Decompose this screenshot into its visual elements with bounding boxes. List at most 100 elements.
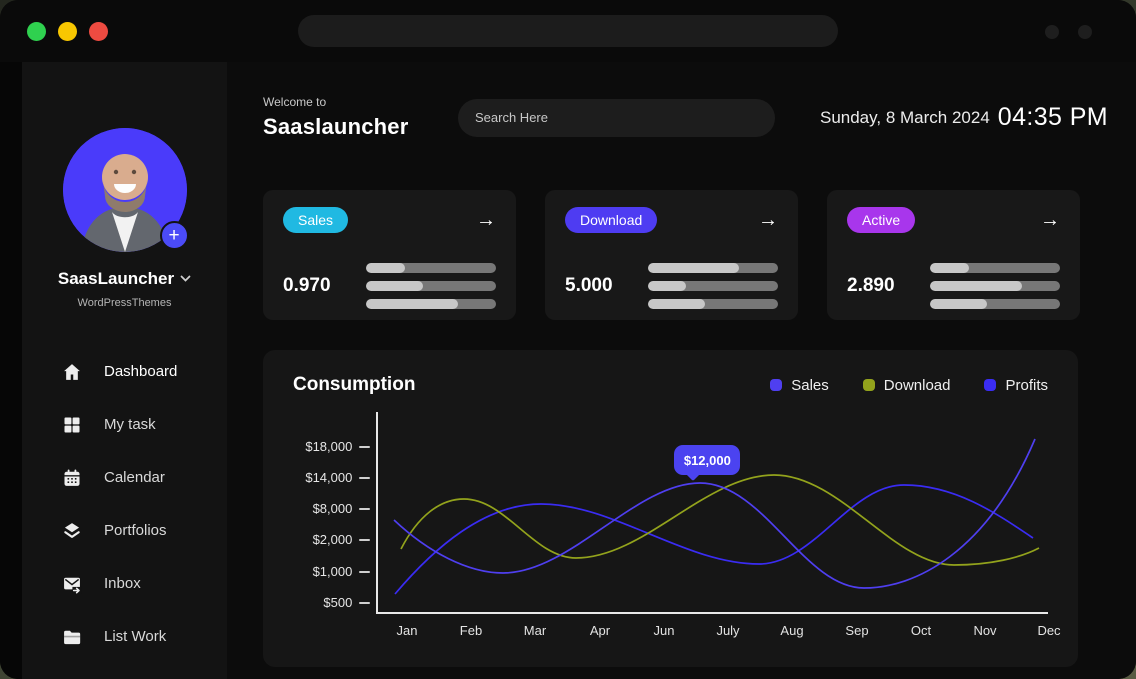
layers-icon xyxy=(62,521,82,541)
active-badge[interactable]: Active xyxy=(847,207,916,233)
window-yellow-button[interactable] xyxy=(58,22,77,41)
search-bar xyxy=(458,98,775,137)
legend-label: Download xyxy=(883,376,951,394)
sidebar-item-dashboard[interactable]: Dashboard xyxy=(22,345,227,398)
folder-icon xyxy=(62,627,82,647)
inbox-icon xyxy=(62,574,82,594)
legend-item-profits[interactable]: Profits xyxy=(984,377,1048,394)
line-chart xyxy=(393,438,1040,595)
y-tick-label: $14,000 xyxy=(305,470,353,485)
home-icon xyxy=(62,362,82,382)
sidebar-item-calendar[interactable]: Calendar xyxy=(22,451,227,504)
plot-area[interactable]: $12,000 xyxy=(376,412,1048,614)
bar-fill xyxy=(930,263,969,273)
add-profile-button[interactable]: + xyxy=(159,221,189,250)
bar-fill xyxy=(366,263,405,273)
sidebar-item-my-task[interactable]: My task xyxy=(22,398,227,451)
stat-value: 2.890 xyxy=(847,275,895,296)
mini-bars xyxy=(930,255,1060,317)
sidebar-item-label: Inbox xyxy=(104,575,141,592)
x-tick-label: Jun xyxy=(653,623,675,638)
chart-legend: Sales Download Profits xyxy=(770,377,1048,394)
arrow-right-icon[interactable]: → xyxy=(758,209,778,231)
legend-label: Profits xyxy=(1005,376,1048,394)
tick-mark xyxy=(359,507,371,510)
profile-subtitle: WordPressThemes xyxy=(77,297,172,309)
x-tick-label: July xyxy=(716,623,740,638)
tick-mark xyxy=(359,445,371,448)
bar-fill xyxy=(648,281,686,291)
sidebar-item-inbox[interactable]: Inbox xyxy=(22,557,227,610)
x-tick-label: Feb xyxy=(459,623,483,638)
stat-card-active: Active → 2.890 xyxy=(827,190,1080,320)
profile-name[interactable]: SaasLauncher xyxy=(57,269,175,288)
avatar[interactable] xyxy=(62,128,187,252)
sidebar: + SaasLauncher WordPressThemes Dashboard xyxy=(22,62,227,679)
grid-icon xyxy=(62,415,82,435)
sidebar-item-label: Dashboard xyxy=(104,363,178,380)
titlebar-actions xyxy=(1045,25,1092,39)
legend-item-download[interactable]: Download xyxy=(862,376,951,394)
legend-label: Sales xyxy=(791,376,829,394)
x-tick-label: Jan xyxy=(396,623,418,638)
stat-value: 0.970 xyxy=(283,275,331,296)
x-tick-label: Dec xyxy=(1037,623,1061,638)
x-axis: Jan Feb Mar Apr Jun July Aug Sep Oct Nov… xyxy=(385,614,1062,640)
main-content: Welcome to Saaslauncher Sunday, 8 March … xyxy=(227,62,1136,679)
download-badge[interactable]: Download xyxy=(565,207,658,233)
titlebar-dot-icon[interactable] xyxy=(1078,25,1092,39)
bar-fill xyxy=(648,299,706,309)
x-tick-label: Nov xyxy=(973,623,997,638)
x-tick-label: Oct xyxy=(910,623,932,638)
stat-value: 5.000 xyxy=(565,275,613,296)
address-bar[interactable] xyxy=(298,15,838,47)
x-tick-label: Apr xyxy=(589,623,611,638)
sidebar-item-label: My task xyxy=(104,416,156,433)
sidebar-item-label: Calendar xyxy=(104,469,165,486)
chevron-down-icon[interactable] xyxy=(180,275,191,283)
y-tick-label: $18,000 xyxy=(305,439,353,454)
bar-fill xyxy=(648,263,739,273)
bar-fill xyxy=(930,281,1023,291)
window-titlebar xyxy=(0,0,1136,62)
sales-badge[interactable]: Sales xyxy=(283,207,349,233)
profits-line xyxy=(394,484,1034,595)
y-tick-label: $1,000 xyxy=(312,564,353,579)
bar-fill xyxy=(366,281,424,291)
search-input[interactable] xyxy=(475,110,758,125)
stat-cards-row: Sales → 0.970 Download xyxy=(263,190,1108,320)
sidebar-item-portfolios[interactable]: Portfolios xyxy=(22,504,227,557)
date-text: Sunday, 8 March 2024 xyxy=(819,107,990,127)
y-tick-label: $8,000 xyxy=(312,501,353,516)
tick-mark xyxy=(359,476,371,479)
mini-bars xyxy=(366,255,496,317)
legend-dot xyxy=(770,379,783,391)
tick-mark xyxy=(359,601,371,604)
sidebar-item-list-work[interactable]: List Work xyxy=(22,610,227,663)
download-line xyxy=(400,474,1040,566)
arrow-right-icon[interactable]: → xyxy=(476,209,496,231)
legend-dot xyxy=(984,379,997,391)
window-red-button[interactable] xyxy=(89,22,108,41)
tick-mark xyxy=(359,538,371,541)
x-tick-label: Mar xyxy=(523,623,547,638)
left-edge-strip xyxy=(0,62,22,679)
window-green-button[interactable] xyxy=(27,22,46,41)
sales-line xyxy=(393,438,1037,589)
arrow-right-icon[interactable]: → xyxy=(1040,209,1060,231)
mini-bars xyxy=(648,255,778,317)
legend-dot xyxy=(862,379,875,391)
window-controls xyxy=(27,22,108,41)
legend-item-sales[interactable]: Sales xyxy=(770,377,829,394)
tick-mark xyxy=(359,570,371,573)
stat-card-sales: Sales → 0.970 xyxy=(263,190,516,320)
chart-tooltip: $12,000 xyxy=(674,445,741,475)
page-title: Saaslauncher xyxy=(263,114,409,139)
welcome-text: Welcome to xyxy=(263,95,327,109)
y-axis: $18,000 $14,000 $8,000 $2,000 $1,000 $50… xyxy=(293,412,376,614)
page-header: Welcome to Saaslauncher Sunday, 8 March … xyxy=(263,95,1108,140)
calendar-icon xyxy=(62,468,82,488)
bar-fill xyxy=(930,299,988,309)
titlebar-dot-icon[interactable] xyxy=(1045,25,1059,39)
